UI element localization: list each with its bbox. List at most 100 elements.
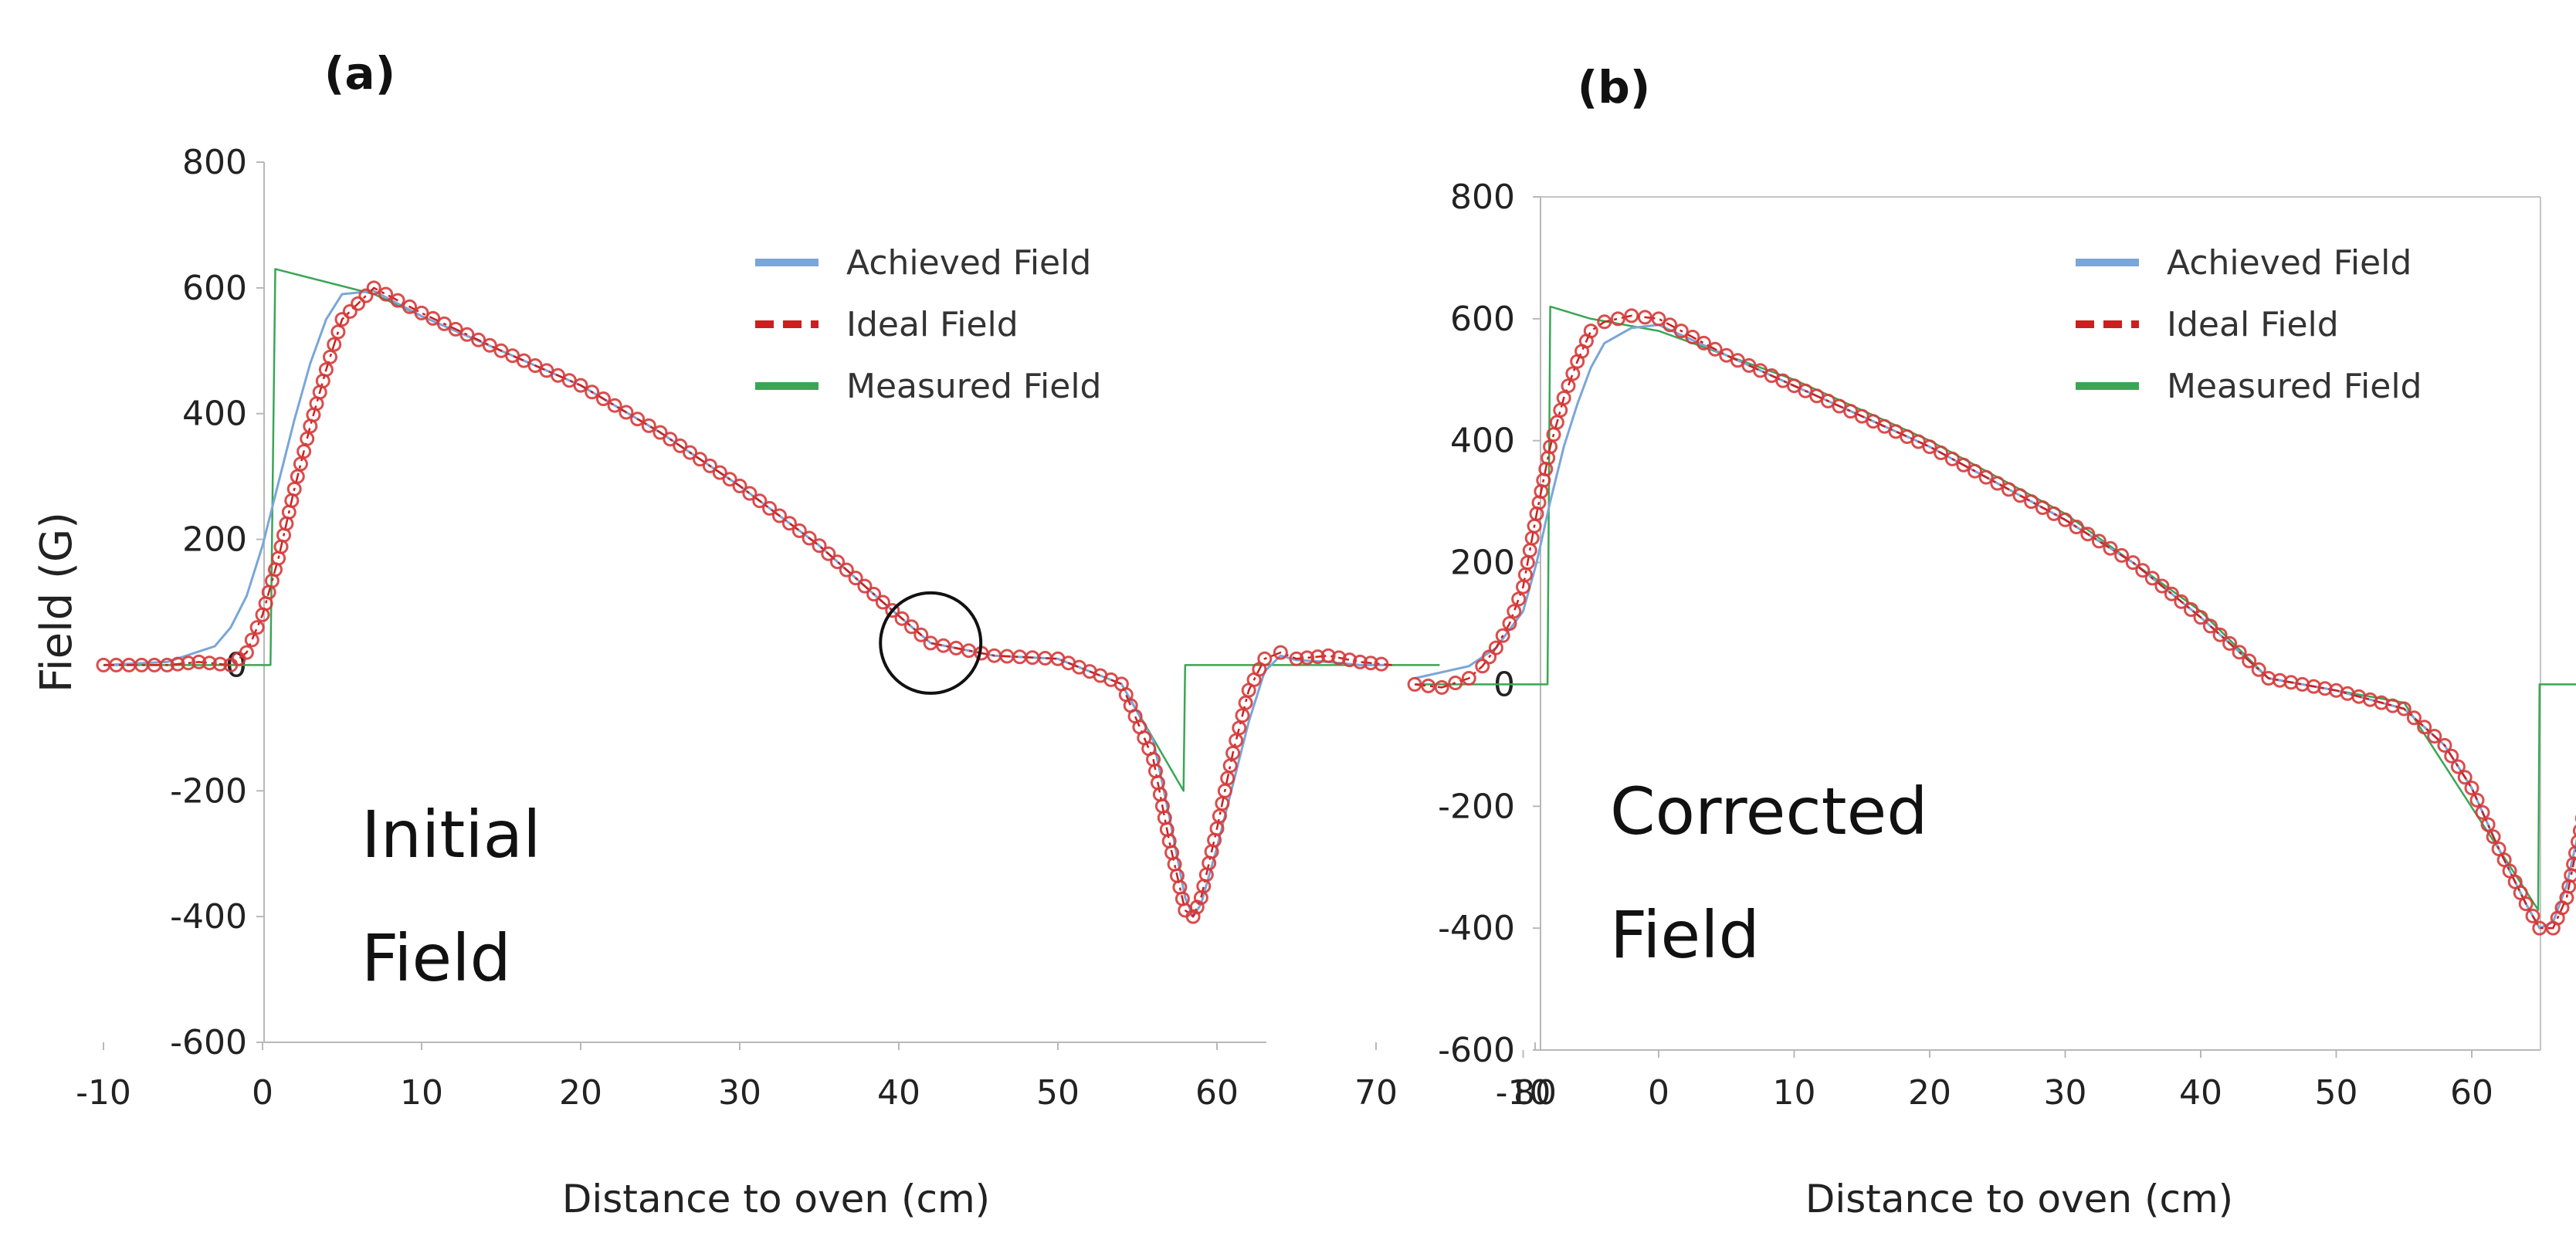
data-point-marker bbox=[742, 486, 758, 501]
x-tick-label: 80 bbox=[1513, 1073, 1557, 1113]
data-point-marker bbox=[812, 538, 827, 554]
data-point-marker bbox=[2212, 627, 2228, 642]
y-axis-title: Field (G) bbox=[32, 512, 82, 693]
data-point-marker bbox=[1232, 720, 1247, 736]
data-point-marker bbox=[2035, 500, 2050, 515]
ideal-field-line bbox=[1414, 314, 2576, 930]
achieved-field-line bbox=[1414, 324, 2576, 930]
data-point-marker bbox=[2184, 602, 2198, 617]
x-tick-label: 0 bbox=[252, 1073, 273, 1113]
data-point-marker bbox=[414, 305, 429, 320]
y-tick-label: 800 bbox=[182, 143, 247, 182]
data-point-marker bbox=[2437, 737, 2452, 753]
data-point-marker bbox=[1583, 324, 1598, 339]
legend: Achieved Field Ideal Field Measured Field bbox=[755, 243, 1101, 406]
data-point-marker bbox=[2417, 720, 2432, 735]
data-point-marker bbox=[2486, 829, 2501, 845]
ideal-field-line bbox=[103, 286, 1392, 918]
data-point-marker bbox=[2174, 594, 2189, 609]
achieved-field-line bbox=[103, 290, 1392, 918]
data-point-marker bbox=[2103, 540, 2118, 556]
data-point-marker bbox=[1448, 676, 1463, 690]
data-point-marker bbox=[2203, 618, 2218, 634]
data-point-marker bbox=[1707, 341, 1723, 357]
data-point-marker bbox=[712, 465, 727, 480]
x-tick-label: 50 bbox=[1036, 1073, 1080, 1113]
data-point-marker bbox=[482, 337, 497, 353]
legend-label-achieved-field: Achieved Field bbox=[2167, 243, 2412, 283]
data-point-marker bbox=[619, 405, 634, 420]
y-tick-label: 600 bbox=[182, 269, 247, 308]
data-point-marker bbox=[1922, 439, 1937, 455]
data-point-marker bbox=[425, 310, 441, 326]
annotation-line-1: Initial bbox=[361, 797, 541, 872]
data-point-marker bbox=[772, 508, 787, 523]
data-point-marker bbox=[1651, 311, 1666, 327]
y-tick-label: -600 bbox=[170, 1023, 247, 1062]
data-point-marker bbox=[595, 391, 611, 406]
data-point-marker bbox=[1511, 591, 1527, 607]
data-point-marker bbox=[904, 619, 919, 635]
data-point-marker bbox=[585, 384, 600, 400]
data-point-marker bbox=[673, 438, 688, 453]
data-point-marker bbox=[1482, 649, 1497, 665]
data-point-marker bbox=[358, 288, 374, 303]
y-tick-label: 800 bbox=[1450, 178, 1515, 217]
legend-label-measured-field: Measured Field bbox=[846, 367, 1101, 406]
y-tick-label: 600 bbox=[1450, 300, 1515, 339]
data-point-marker bbox=[1685, 330, 1700, 344]
data-point-marker bbox=[1495, 628, 1510, 643]
data-point-marker bbox=[2164, 586, 2179, 601]
data-point-marker bbox=[2091, 534, 2107, 549]
ideal-field-markers bbox=[96, 280, 1389, 924]
legend: Achieved Field Ideal Field Measured Field bbox=[2076, 243, 2422, 406]
data-point-marker bbox=[1561, 378, 1576, 394]
data-point-marker bbox=[2001, 482, 2016, 497]
y-tick-label: -400 bbox=[1438, 909, 1515, 948]
data-point-marker bbox=[2450, 759, 2466, 774]
data-point-marker bbox=[2242, 653, 2257, 669]
data-point-marker bbox=[1488, 640, 1503, 655]
legend-label-ideal-field: Ideal Field bbox=[846, 305, 1019, 344]
data-point-marker bbox=[2232, 645, 2247, 660]
data-point-marker bbox=[2571, 835, 2576, 849]
legend-label-ideal-field: Ideal Field bbox=[2167, 305, 2339, 344]
annotation-line-2: Field bbox=[1610, 897, 1760, 973]
data-point-marker bbox=[318, 362, 334, 378]
data-point-marker bbox=[342, 303, 358, 319]
x-tick-label: 60 bbox=[1195, 1073, 1239, 1113]
data-point-marker bbox=[1934, 445, 1949, 460]
data-point-marker bbox=[2469, 792, 2485, 808]
data-point-marker bbox=[1956, 457, 1971, 473]
data-point-marker bbox=[1342, 652, 1357, 668]
data-point-marker bbox=[2058, 512, 2073, 527]
ideal-field-markers bbox=[1407, 308, 2576, 936]
data-point-marker bbox=[436, 316, 452, 331]
data-point-marker bbox=[802, 530, 817, 546]
data-point-marker bbox=[752, 493, 768, 509]
data-point-marker bbox=[1944, 451, 1960, 466]
data-point-marker bbox=[1502, 616, 1517, 631]
annotation-line-2: Field bbox=[361, 920, 511, 996]
data-point-marker bbox=[159, 657, 175, 672]
data-point-marker bbox=[1461, 671, 1476, 686]
data-point-marker bbox=[1553, 402, 1568, 418]
legend-label-achieved-field: Achieved Field bbox=[846, 243, 1091, 283]
data-point-marker bbox=[885, 603, 900, 618]
data-point-marker bbox=[2046, 506, 2062, 521]
y-tick-label: 200 bbox=[182, 520, 247, 560]
data-point-marker bbox=[244, 632, 259, 648]
data-point-marker bbox=[239, 645, 254, 660]
data-point-marker bbox=[1289, 651, 1304, 666]
annotation-line-1: Corrected bbox=[1610, 774, 1928, 849]
panel-title: (a) bbox=[324, 47, 395, 100]
highlight-circle bbox=[879, 591, 983, 695]
data-point-marker bbox=[702, 458, 717, 473]
measured-field-line bbox=[103, 268, 1440, 792]
data-point-marker bbox=[323, 349, 337, 364]
x-tick-label: 40 bbox=[877, 1073, 920, 1113]
data-point-marker bbox=[249, 620, 265, 635]
data-point-marker bbox=[2427, 729, 2442, 744]
data-point-marker bbox=[1507, 604, 1522, 619]
